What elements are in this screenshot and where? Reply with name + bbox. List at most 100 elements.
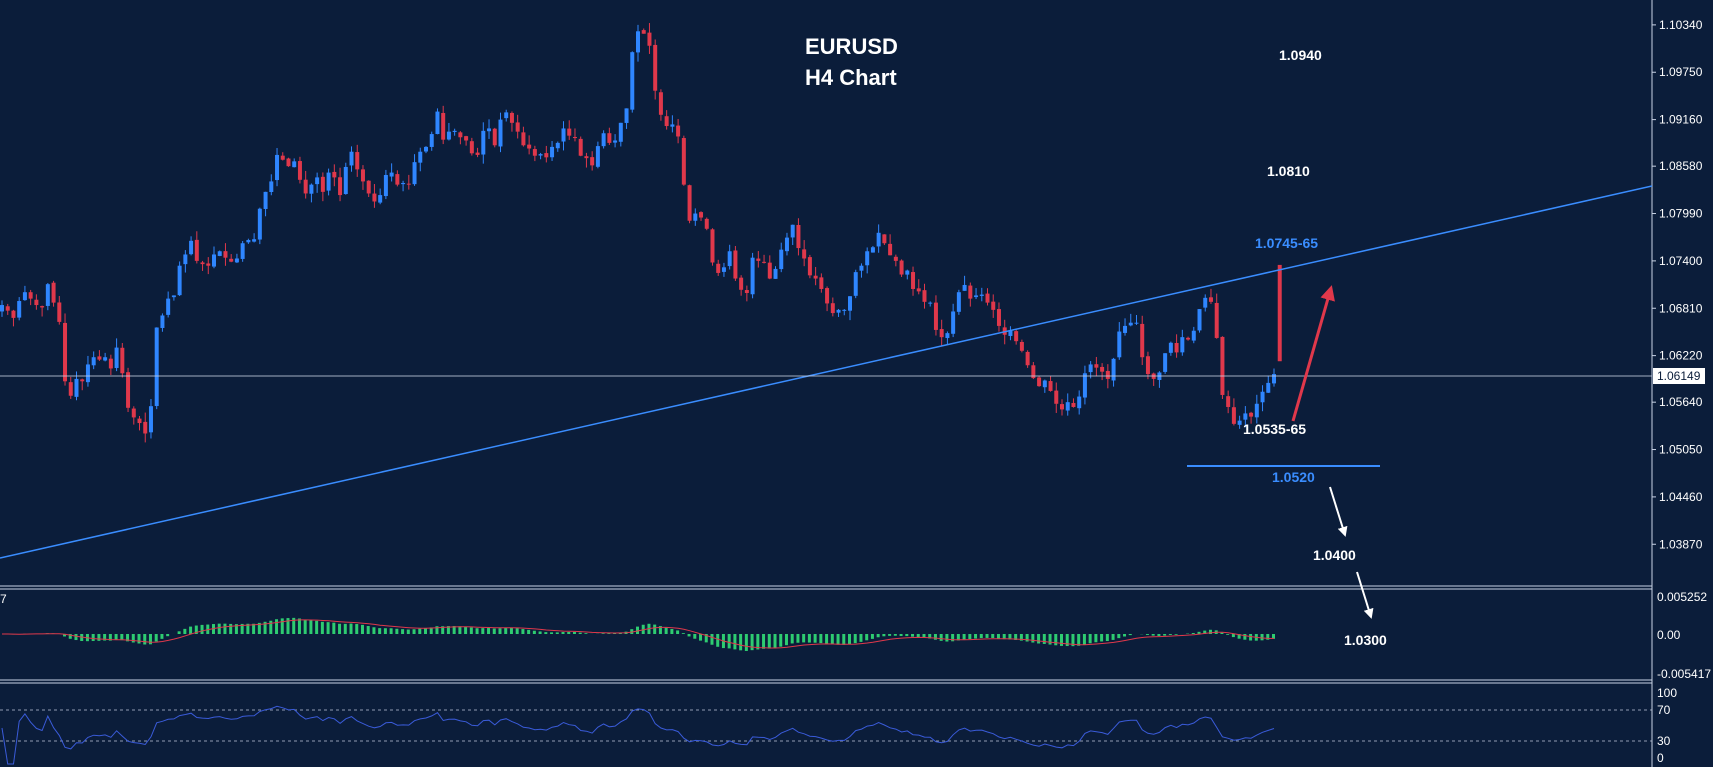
candle-body	[17, 301, 22, 318]
macd-bar	[515, 628, 519, 634]
candle-body	[1042, 380, 1047, 388]
macd-bar	[458, 626, 462, 634]
current-price-label: 1.06149	[1657, 369, 1701, 383]
candle-body	[1048, 381, 1053, 391]
candle-body	[57, 302, 62, 322]
macd-bar	[355, 624, 359, 634]
macd-bar	[286, 618, 290, 634]
macd-bar	[332, 622, 336, 634]
candle-body	[148, 406, 153, 433]
macd-bar	[693, 634, 697, 639]
macd-bar	[383, 628, 387, 634]
macd-bar	[1145, 634, 1149, 635]
macd-bar	[1088, 634, 1092, 644]
macd-bar	[790, 634, 794, 644]
macd-tick-bottom: -0.005417	[1657, 667, 1711, 681]
macd-bar	[441, 626, 445, 634]
candle-body	[968, 285, 973, 299]
macd-bar	[750, 634, 754, 651]
candle-body	[859, 265, 864, 271]
candle-body	[498, 119, 503, 147]
rsi-line	[1, 705, 1275, 765]
macd-bar	[584, 633, 588, 634]
candle-body	[819, 277, 824, 289]
candle-body	[974, 295, 979, 298]
target-1-0810: 1.0810	[1267, 163, 1310, 179]
candle-body	[595, 146, 600, 167]
macd-bar	[893, 634, 897, 636]
candle-body	[790, 224, 795, 238]
candle-body	[263, 191, 268, 209]
candle-body	[1226, 396, 1231, 407]
macd-bar	[784, 634, 788, 646]
macd-bar	[275, 619, 279, 634]
price-tick-label: 1.10340	[1659, 18, 1703, 32]
candle-body	[647, 32, 652, 46]
macd-bar	[246, 623, 250, 634]
candle-body	[710, 229, 715, 263]
candle-body	[91, 357, 96, 366]
candle-body	[1214, 302, 1219, 338]
candle-body	[578, 138, 583, 156]
candle-body	[658, 92, 663, 115]
candle-body	[601, 133, 606, 147]
macd-bar	[166, 634, 170, 637]
macd-bar	[177, 631, 181, 634]
macd-bar	[1237, 634, 1241, 639]
macd-bar	[349, 623, 353, 634]
macd-bar	[183, 628, 187, 634]
macd-bar	[1077, 634, 1081, 646]
macd-bar	[1065, 634, 1069, 647]
macd-bar	[148, 634, 152, 645]
candle-body	[240, 243, 245, 259]
macd-bar	[131, 634, 135, 643]
macd-bar	[744, 634, 748, 651]
candle-body	[378, 195, 383, 203]
candle-body	[40, 306, 45, 308]
macd-bar	[297, 618, 301, 634]
macd-tick-top: 0.005252	[1657, 590, 1707, 604]
macd-bar	[395, 628, 399, 634]
macd-bar	[91, 634, 95, 641]
macd-bar	[320, 621, 324, 634]
macd-signal-line	[2, 619, 1275, 649]
price-tick-label: 1.05640	[1659, 395, 1703, 409]
macd-bar	[1151, 634, 1155, 636]
macd-bar	[710, 634, 714, 645]
macd-bar	[974, 634, 978, 639]
candle-body	[618, 122, 623, 142]
macd-bar	[1220, 632, 1224, 634]
macd-bar	[240, 623, 244, 634]
candle-body	[830, 303, 835, 314]
macd-bar	[572, 632, 576, 634]
candle-body	[108, 358, 113, 369]
macd-bar	[699, 634, 703, 641]
macd-bar	[401, 629, 405, 634]
macd-bar	[1071, 634, 1075, 647]
candle-body	[532, 149, 537, 156]
macd-bar	[996, 634, 1000, 639]
price-tick-label: 1.07990	[1659, 207, 1703, 221]
macd-bar	[1123, 634, 1127, 637]
macd-bar	[257, 622, 261, 634]
macd-bar	[498, 628, 502, 634]
macd-bar	[899, 634, 903, 636]
macd-bar	[859, 634, 863, 642]
candle-body	[429, 134, 434, 147]
candle-body	[131, 408, 136, 418]
candle-body	[905, 270, 910, 275]
macd-bar	[848, 634, 851, 645]
candle-body	[441, 112, 446, 140]
candle-body	[406, 183, 411, 185]
candle-body	[916, 288, 921, 292]
candle-body	[45, 284, 50, 306]
candle-body	[68, 382, 73, 396]
price-tick-label: 1.09160	[1659, 113, 1703, 127]
rsi-tick-30: 30	[1657, 734, 1671, 748]
candle-body	[670, 124, 675, 127]
macd-bar	[1231, 634, 1235, 638]
candle-body	[206, 263, 211, 266]
candle-body	[338, 177, 343, 196]
